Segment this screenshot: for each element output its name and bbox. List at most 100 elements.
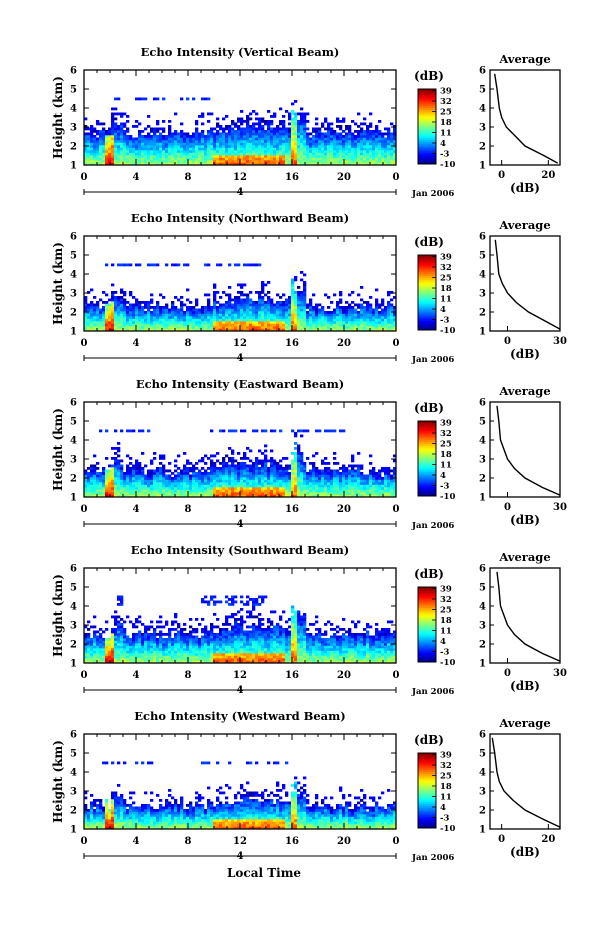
colorbar-unit: (dB) [414,401,444,415]
heatmap-cell [366,328,370,332]
heatmap-cell [243,474,247,478]
heatmap-cell [171,155,175,158]
heatmap-cell [309,477,313,480]
beam-panel-1: Echo Intensity (Northward Beam)123456Hei… [51,211,567,365]
heatmap-cell [246,308,250,312]
heatmap-cell [111,318,115,322]
heatmap-cell [168,482,172,485]
average-y-tick-label: 4 [479,104,486,115]
heatmap-cell [96,462,100,465]
colorbar-band [418,160,436,163]
heatmap-cell [372,132,376,136]
heatmap-cell [321,484,325,488]
heatmap-cell [342,469,346,473]
heatmap-cell [297,306,301,309]
heatmap-cell [246,472,250,475]
average-frame [489,69,561,166]
heatmap-cell [249,464,253,468]
heatmap-cell [288,112,292,116]
heatmap-cell [249,487,253,490]
heatmap-cell [174,140,178,143]
heatmap-cell [180,472,184,475]
heatmap-cell [393,316,397,319]
beam-panel-3: Echo Intensity (Southward Beam)123456Hei… [51,543,567,697]
heatmap-cell [132,311,136,314]
heatmap-cell [297,321,301,324]
heatmap-cell [132,474,136,478]
y-axis-label: Height (km) [51,76,65,159]
heatmap-cell [390,308,394,312]
heatmap-cell [324,489,328,493]
heatmap-cell [369,135,373,138]
heatmap-cell [93,650,97,654]
heatmap-cell [123,263,127,267]
heatmap-cell [321,328,325,332]
heatmap-cell [345,142,349,146]
heatmap-cell [162,492,166,495]
heatmap-cell [219,137,223,141]
heatmap-cell [201,318,205,322]
heatmap-cell [270,145,274,148]
heatmap-cell [288,142,292,146]
heatmap-cell [129,157,133,161]
heatmap-cell [345,157,349,161]
heatmap-cell [177,298,181,302]
heatmap-cell [93,147,97,151]
heatmap-cell [108,323,112,327]
heatmap-cell [267,316,271,319]
heatmap-cell [387,150,391,153]
heatmap-cell [210,459,214,463]
heatmap-cell [114,135,118,138]
heatmap-cell [123,135,127,138]
heatmap-cell [225,157,229,161]
heatmap-cell [114,145,118,148]
heatmap-cell [375,484,379,488]
colorbar-tick-label: -3 [440,316,450,326]
heatmap-cell [261,487,265,490]
heatmap-cell [276,130,280,133]
heatmap-cell [276,137,280,141]
heatmap-cell [186,462,190,465]
heatmap-cell [279,145,283,148]
heatmap-cell [210,489,214,493]
heatmap-cell [261,152,265,156]
heatmap-cell [240,469,244,473]
heatmap-cell [288,321,292,324]
heatmap-cell [162,494,166,498]
colorbar-band [418,143,436,146]
heatmap-cell [162,487,166,490]
heatmap-cell [267,150,271,153]
heatmap-cell [162,162,166,166]
heatmap-cell [285,482,289,485]
heatmap-cell [333,152,337,156]
heatmap-cell [87,321,91,324]
heatmap-cell [339,150,343,153]
heatmap-cell [327,489,331,493]
heatmap-cell [93,145,97,148]
heatmap-cell [255,127,259,131]
heatmap-cell [192,464,196,468]
heatmap-cell [237,487,241,490]
heatmap-cell [378,140,382,143]
heatmap-cell [219,469,223,473]
heatmap-cell [219,263,223,267]
heatmap-cell [135,306,139,309]
heatmap-cell [339,293,343,297]
heatmap-cell [384,316,388,319]
heatmap-cell [132,152,136,156]
heatmap-cell [240,494,244,498]
heatmap-cell [303,122,307,126]
heatmap-cell [330,474,334,478]
heatmap-cell [147,152,151,156]
heatmap-cell [198,162,202,166]
heatmap-cell [324,147,328,151]
heatmap-cell [294,157,298,161]
heatmap-cell [294,112,298,116]
heatmap-cell [156,467,160,470]
heatmap-cell [114,291,118,294]
heatmap-cell [354,316,358,319]
heatmap-cell [294,276,298,279]
colorbar-band [418,430,436,433]
heatmap-cell [123,306,127,309]
heatmap-cell [267,459,271,463]
